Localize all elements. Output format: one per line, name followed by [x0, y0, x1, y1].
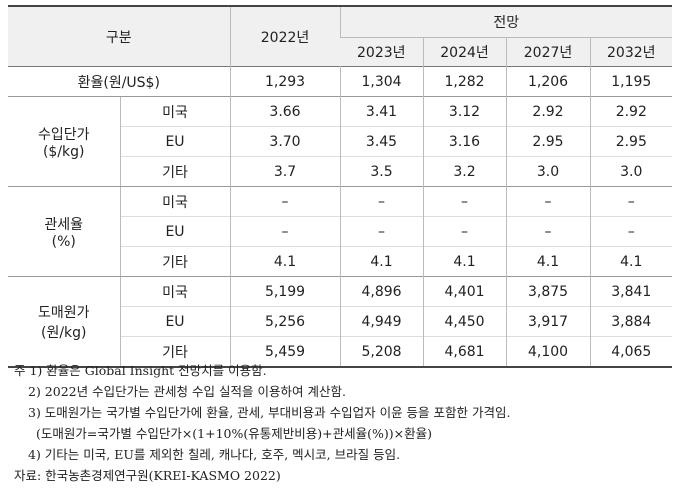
group-label: 수입단가 ($/kg) [8, 96, 120, 187]
group-label-line: ($/kg) [42, 143, 85, 160]
table-row: EU – – – – – [8, 216, 673, 247]
row-label: 기타 [119, 336, 231, 368]
row-label: 미국 [119, 276, 231, 307]
row-label: EU [119, 216, 231, 247]
cell: 4.1 [229, 246, 341, 277]
cell: – [589, 216, 673, 247]
cell: 5,199 [229, 276, 341, 307]
group-label-line: (%) [51, 233, 76, 250]
cell: 4,949 [339, 306, 424, 337]
cell: 5,256 [229, 306, 341, 337]
cell: – [339, 186, 424, 217]
cell: 1,282 [422, 66, 507, 97]
table-row: 환율(원/US$) 1,293 1,304 1,282 1,206 1,195 [8, 66, 673, 97]
cell: – [229, 186, 341, 217]
cell: 2.95 [505, 126, 591, 157]
cell: 4,896 [339, 276, 424, 307]
group-label-line: (원/kg) [40, 324, 87, 341]
cell: – [505, 186, 591, 217]
note-line: (도매원가=국가별 수입단가×(1+10%(유통제반비용)+관세율(%))×환율… [36, 426, 432, 441]
cell: 1,304 [339, 66, 424, 97]
table-row: EU 3.70 3.45 3.16 2.95 2.95 [8, 126, 673, 157]
cell: 3.0 [505, 156, 591, 187]
note-line: 4) 기타는 미국, EU를 제외한 칠레, 캐나다, 호주, 멕시코, 브라질… [28, 447, 401, 462]
cell: – [422, 186, 507, 217]
table-row: 기타 4.1 4.1 4.1 4.1 4.1 [8, 246, 673, 277]
row-label: 미국 [119, 96, 231, 127]
data-table: 구분 2022년 전망 2023년 2024년 2027년 2032년 환율(원/US… [8, 5, 673, 368]
header-cell: 2023년 [340, 37, 424, 67]
group-label: 관세율 (%) [8, 186, 120, 277]
header-cell: 2032년 [589, 37, 673, 67]
cell: 3,841 [589, 276, 673, 307]
cell: 5,208 [339, 336, 424, 368]
cell: – [505, 216, 591, 247]
row-label: EU [119, 306, 231, 337]
cell: 4,401 [422, 276, 507, 307]
header-cell: 구분 [8, 5, 231, 67]
cell: 4,100 [505, 336, 591, 368]
row-label: 기타 [119, 156, 231, 187]
header-cell: 2022년 [229, 5, 341, 67]
group-label-line: 도매원가 [37, 304, 90, 321]
header-row: 구분 2022년 전망 [8, 5, 673, 67]
cell: 4,681 [422, 336, 507, 368]
row-label: 미국 [119, 186, 231, 217]
group-label-line: 관세율 [44, 216, 84, 233]
cell: 3,875 [505, 276, 591, 307]
cell: 4,065 [589, 336, 673, 368]
cell: – [422, 216, 507, 247]
source: 자료: 한국농촌경제연구원(KREI-KASMO 2022) [14, 468, 281, 483]
cell: 3,884 [589, 306, 673, 337]
cell: 1,293 [229, 66, 341, 97]
group-label: 도매원가 (원/kg) [8, 276, 120, 368]
cell: 2.95 [589, 126, 673, 157]
cell: – [589, 186, 673, 217]
note-line: 2) 2022년 수입단가는 관세청 수입 실적을 이용하여 계산함. [28, 384, 346, 399]
table-row: 수입단가 ($/kg) 미국 3.66 3.41 3.12 2.92 2.92 [8, 96, 673, 187]
table-row: EU 5,256 4,949 4,450 3,917 3,884 [8, 306, 673, 337]
cell: 4.1 [422, 246, 507, 277]
cell: 4.1 [505, 246, 591, 277]
cell: – [229, 216, 341, 247]
cell: 3.0 [589, 156, 673, 187]
header-row: 2023년 2024년 2027년 2032년 [8, 37, 673, 67]
cell: 3.7 [229, 156, 341, 187]
cell: 4.1 [339, 246, 424, 277]
cell: 3.16 [422, 126, 507, 157]
cell: 1,206 [505, 66, 591, 97]
header-cell: 2027년 [505, 37, 591, 67]
cell: 3.5 [339, 156, 424, 187]
group-label-line: 수입단가 [37, 126, 90, 143]
cell: 4,450 [422, 306, 507, 337]
cell: – [339, 216, 424, 247]
header-cell: 전망 [339, 5, 673, 38]
cell: 3.12 [422, 96, 507, 127]
cell: 1,195 [589, 66, 673, 97]
table-row: 기타 5,459 5,208 4,681 4,100 4,065 [8, 336, 673, 368]
table-row: 관세율 (%) 미국 – – – – – [8, 186, 673, 277]
row-label: 기타 [119, 246, 231, 277]
note-line: 주 1) 환율은 Global Insight 전망치를 이용함. [14, 363, 267, 378]
table-row: 기타 3.7 3.5 3.2 3.0 3.0 [8, 156, 673, 187]
cell: 3.41 [339, 96, 424, 127]
cell: 4.1 [589, 246, 673, 277]
table-row: 도매원가 (원/kg) 미국 5,199 4,896 4,401 3,875 3,841 [8, 276, 673, 368]
note-line: 3) 도매원가는 국가별 수입단가에 환율, 관세, 부대비용과 수입업자 이윤… [28, 405, 511, 420]
cell: 3.45 [339, 126, 424, 157]
cell: 2.92 [505, 96, 591, 127]
cell: 3.66 [229, 96, 341, 127]
cell: 3.70 [229, 126, 341, 157]
notes: 주 1) 환율은 Global Insight 전망치를 이용함. 2) 2022… [14, 360, 674, 486]
header-cell: 2024년 [422, 37, 507, 67]
cell: 3,917 [505, 306, 591, 337]
row-label: EU [119, 126, 231, 157]
cell: 3.2 [422, 156, 507, 187]
cell: 5,459 [229, 336, 341, 368]
row-label: 환율(원/US$) [77, 74, 160, 91]
cell: 2.92 [589, 96, 673, 127]
